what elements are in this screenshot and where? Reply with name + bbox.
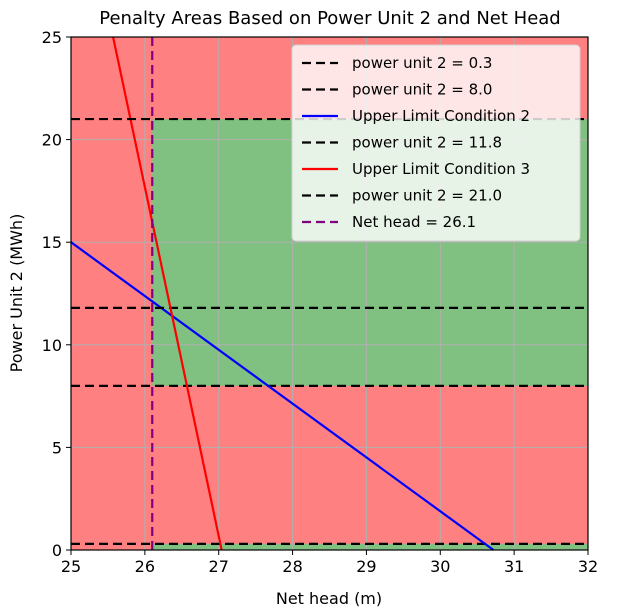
legend: power unit 2 = 0.3 power unit 2 = 8.0 Uppe…: [291, 44, 581, 242]
x-tick-label: 31: [504, 557, 524, 576]
x-tick-label: 29: [356, 557, 376, 576]
legend-entry: power unit 2 = 8.0: [352, 81, 492, 99]
legend-box: [291, 44, 581, 242]
x-tick-label: 27: [209, 557, 229, 576]
y-axis-label: Power Unit 2 (MWh): [7, 214, 26, 373]
ticks: 25 26 27 28 29 30 31 32 0 5 10 15 20 25: [42, 28, 599, 576]
legend-entry: power unit 2 = 21.0: [352, 187, 502, 205]
y-tick-label: 20: [42, 131, 62, 150]
legend-entry: Net head = 26.1: [352, 213, 476, 231]
x-tick-label: 30: [430, 557, 450, 576]
plot-frame: [70, 36, 589, 551]
legend-entry: Upper Limit Condition 2: [352, 107, 530, 125]
legend-entry: power unit 2 = 11.8: [352, 134, 502, 152]
x-tick-label: 25: [61, 557, 81, 576]
region-no-penalty-2: [152, 543, 588, 550]
y-tick-label: 15: [42, 233, 62, 252]
series-line-2: [70, 241, 495, 551]
series-line-4: [112, 36, 223, 551]
x-tick-label: 26: [135, 557, 155, 576]
y-tick-label: 5: [52, 438, 62, 457]
chart-title: Penalty Areas Based on Power Unit 2 and …: [99, 8, 560, 29]
y-tick-label: 10: [42, 336, 62, 355]
x-tick-label: 28: [282, 557, 302, 576]
legend-entry: Upper Limit Condition 3: [352, 160, 530, 178]
y-tick-label: 0: [52, 541, 62, 560]
y-tick-label: 25: [42, 28, 62, 47]
legend-entry: power unit 2 = 0.3: [352, 54, 492, 72]
x-tick-label: 32: [578, 557, 598, 576]
x-axis-label: Net head (m): [276, 589, 382, 608]
